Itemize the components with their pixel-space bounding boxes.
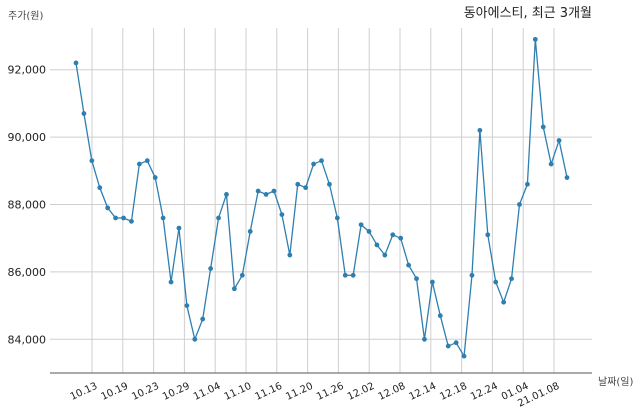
x-tick-label: 12.24: [469, 381, 500, 403]
data-point: [208, 266, 214, 271]
data-point: [200, 316, 206, 322]
x-tick-label: 10.23: [130, 381, 161, 403]
data-point: [366, 229, 372, 234]
data-point: [89, 158, 95, 164]
data-point: [121, 215, 126, 221]
data-point: [311, 161, 316, 167]
data-point: [414, 276, 419, 282]
y-tick-label: 84,000: [8, 333, 47, 346]
data-point: [231, 286, 237, 292]
data-point: [374, 242, 380, 248]
data-point: [350, 272, 356, 278]
data-point: [493, 279, 499, 285]
data-point: [334, 215, 340, 221]
y-tick-labels: 84,000 86,000 88,000 90,000 92,000: [8, 64, 47, 347]
data-point: [437, 313, 443, 319]
x-tick-label: 12.08: [377, 381, 408, 403]
y-tick-label: 90,000: [8, 131, 47, 144]
data-point: [429, 279, 435, 285]
data-point: [485, 232, 491, 238]
data-point: [239, 272, 245, 278]
data-point: [382, 252, 388, 258]
data-point: [509, 276, 514, 282]
data-point: [461, 353, 467, 359]
data-point: [422, 336, 427, 342]
data-point: [358, 222, 364, 228]
data-point: [319, 158, 324, 164]
series-line: [75, 39, 568, 359]
grid: [50, 28, 592, 373]
data-point: [224, 191, 229, 197]
data-point: [287, 252, 293, 258]
data-point: [303, 185, 309, 191]
x-tick-labels: 10.13 10.19 10.23 10.29 11.04 11.10 11.16 11.20…: [69, 381, 562, 410]
x-tick-label: 11.10: [223, 381, 254, 403]
x-tick-label: 11.04: [192, 381, 223, 403]
x-tick-label: 11.20: [284, 381, 315, 403]
data-point: [168, 279, 174, 285]
y-tick-label: 92,000: [8, 64, 47, 77]
data-point: [144, 158, 150, 164]
data-point: [279, 212, 285, 218]
data-point: [255, 188, 261, 194]
x-tick-label: 10.29: [161, 381, 192, 403]
y-tick-label: 88,000: [8, 199, 47, 212]
data-point: [501, 299, 507, 305]
y-axis-label: 주가(원): [8, 10, 44, 22]
x-tick-label: 11.16: [253, 381, 284, 403]
data-point: [105, 205, 111, 211]
x-tick-label: 10.19: [99, 381, 130, 403]
x-axis-label: 날짜(일): [598, 376, 634, 388]
data-point: [564, 175, 570, 180]
data-point: [216, 215, 221, 221]
x-tick-label: 12.02: [346, 381, 377, 403]
chart-title: 동아에스티, 최근 3개월: [464, 6, 592, 21]
data-point: [398, 235, 404, 241]
data-point: [406, 262, 412, 268]
y-tick-label: 86,000: [8, 266, 47, 279]
data-point: [327, 181, 332, 187]
data-point: [113, 215, 118, 221]
data-point: [517, 202, 522, 207]
x-tick-label: 12.14: [407, 381, 438, 403]
data-point: [469, 272, 475, 278]
data-point: [97, 185, 103, 191]
x-tick-label: 12.18: [438, 381, 469, 403]
data-point: [136, 161, 142, 167]
data-point: [176, 225, 182, 231]
data-point: [152, 175, 158, 180]
data-point: [263, 191, 269, 197]
data-point: [548, 161, 554, 167]
data-point: [525, 181, 530, 187]
data-point: [73, 60, 79, 66]
data-point: [445, 343, 451, 349]
data-point: [390, 232, 396, 238]
x-tick-label: 10.13: [69, 381, 100, 403]
data-point: [81, 111, 87, 116]
data-point: [477, 127, 483, 133]
data-point: [556, 138, 562, 143]
data-point: [184, 303, 190, 308]
data-point: [453, 340, 459, 346]
data-point: [129, 218, 134, 224]
data-point: [247, 229, 253, 234]
data-point: [192, 336, 198, 342]
data-point: [540, 124, 546, 130]
data-point: [295, 181, 301, 187]
data-point: [160, 215, 166, 221]
data-point: [271, 188, 277, 194]
x-tick-label: 11.26: [315, 381, 346, 403]
data-points: [73, 36, 570, 359]
data-point: [532, 36, 538, 42]
data-point: [342, 272, 348, 278]
